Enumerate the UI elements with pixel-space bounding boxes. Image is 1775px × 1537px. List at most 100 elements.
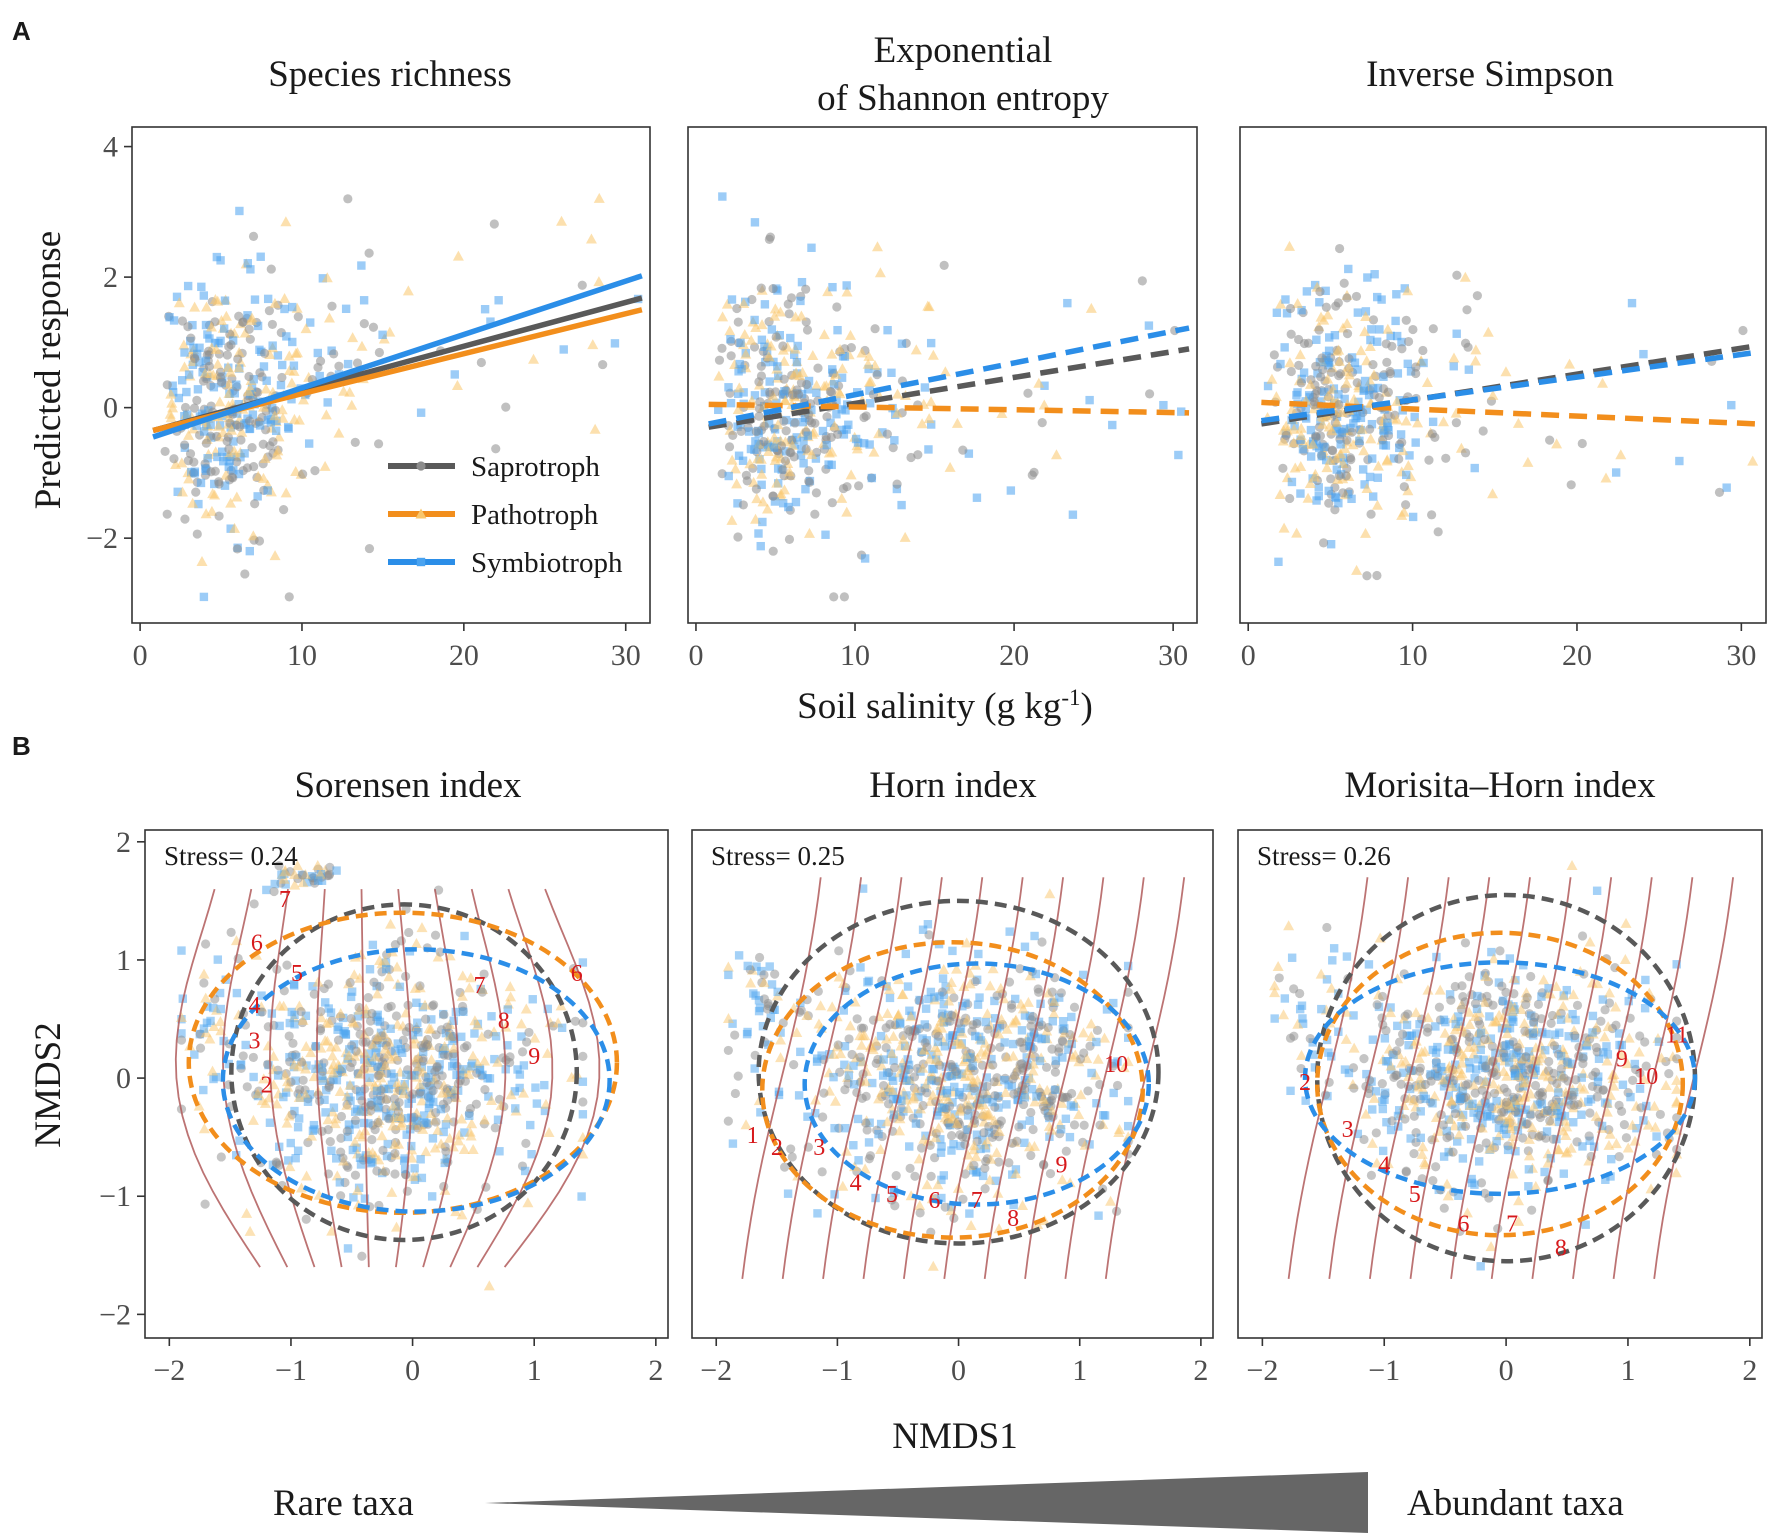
data-point-b1 xyxy=(342,1126,352,1136)
data-point-a1 xyxy=(236,426,248,437)
data-point-b1 xyxy=(274,861,284,871)
x-axis-label-a-end: ) xyxy=(1081,686,1093,727)
data-point-a1 xyxy=(216,336,225,346)
data-point-b3 xyxy=(1274,973,1284,983)
data-point-a2 xyxy=(1063,298,1072,308)
data-point-a2 xyxy=(738,297,750,308)
data-point-b3 xyxy=(1415,1020,1424,1029)
panel-frame-a2 xyxy=(687,126,1198,624)
data-point-b1 xyxy=(365,1016,376,1026)
fit-line-pathotroph xyxy=(708,401,1190,416)
data-point-b3 xyxy=(1416,1148,1428,1159)
data-point-a1 xyxy=(215,367,226,377)
data-point-b1 xyxy=(479,1114,491,1125)
data-point-b3 xyxy=(1664,1069,1674,1079)
data-point-b2 xyxy=(918,925,928,934)
data-point-b2 xyxy=(977,1060,987,1070)
data-point-b3 xyxy=(1286,1086,1295,1096)
data-point-b2 xyxy=(1027,1065,1039,1076)
data-point-a3 xyxy=(1402,460,1414,471)
data-point-b2 xyxy=(1102,1005,1112,1014)
data-point-a3 xyxy=(1368,359,1378,370)
data-point-b2 xyxy=(871,1058,881,1069)
data-point-b2 xyxy=(920,1078,932,1089)
data-point-a3 xyxy=(1318,538,1329,548)
data-point-a2 xyxy=(786,439,798,450)
data-point-b2 xyxy=(1015,1059,1025,1070)
data-point-a2 xyxy=(859,412,869,423)
data-point-a1 xyxy=(593,276,605,287)
data-point-a1 xyxy=(359,319,369,329)
data-point-b2 xyxy=(1075,1054,1086,1064)
data-point-a1 xyxy=(226,524,235,533)
data-point-b2 xyxy=(938,1009,947,1018)
data-point-a1 xyxy=(272,416,281,426)
data-point-a1 xyxy=(165,412,177,423)
data-point-a3 xyxy=(1295,461,1307,472)
data-point-a1 xyxy=(180,514,190,524)
data-point-b1 xyxy=(465,1130,477,1141)
data-point-a2 xyxy=(964,449,974,458)
data-point-a3 xyxy=(1472,291,1482,301)
data-point-a2 xyxy=(742,476,752,486)
data-point-b1 xyxy=(284,1031,294,1041)
data-point-a1 xyxy=(402,285,414,296)
data-point-b2 xyxy=(728,1139,738,1148)
data-point-a2 xyxy=(834,343,846,354)
data-point-a3 xyxy=(1348,393,1360,404)
data-point-a3 xyxy=(1359,326,1371,337)
data-point-a1 xyxy=(204,406,213,415)
data-point-a2 xyxy=(770,425,780,434)
data-point-b2 xyxy=(976,1144,985,1154)
data-point-a3 xyxy=(1284,357,1296,368)
data-point-b2 xyxy=(989,1077,999,1087)
data-point-a2 xyxy=(736,338,745,348)
data-point-b3 xyxy=(1454,1191,1463,1200)
data-point-a2 xyxy=(748,476,760,487)
data-point-b2 xyxy=(911,1119,921,1128)
data-point-a1 xyxy=(206,420,215,429)
data-point-b1 xyxy=(442,1154,451,1163)
data-point-b3 xyxy=(1328,956,1337,965)
data-point-a1 xyxy=(257,472,269,483)
data-point-a3 xyxy=(1615,449,1627,460)
data-point-b3 xyxy=(1441,1178,1453,1189)
data-point-b2 xyxy=(1007,1050,1019,1061)
data-point-b1 xyxy=(511,1104,520,1113)
data-point-b3 xyxy=(1301,1096,1310,1105)
data-point-b1 xyxy=(281,880,290,889)
data-point-b3 xyxy=(1442,1076,1452,1085)
data-point-a2 xyxy=(1038,399,1050,410)
y-tick-label: −2 xyxy=(86,522,118,555)
data-point-b1 xyxy=(326,1008,336,1017)
data-point-b3 xyxy=(1626,1119,1638,1130)
data-point-a3 xyxy=(1405,451,1414,460)
data-point-b2 xyxy=(829,1072,838,1082)
data-point-b3 xyxy=(1523,1133,1535,1144)
ellipse-symbiotroph xyxy=(1302,960,1698,1197)
data-point-a3 xyxy=(1403,336,1414,347)
data-point-b1 xyxy=(453,1129,465,1140)
data-point-a1 xyxy=(231,491,243,502)
data-point-a1 xyxy=(279,292,291,303)
data-point-a1 xyxy=(298,469,308,479)
data-point-b3 xyxy=(1506,1005,1518,1016)
data-point-b3 xyxy=(1672,1113,1682,1123)
data-point-b2 xyxy=(1026,1107,1036,1118)
data-point-a2 xyxy=(790,311,802,322)
data-point-a3 xyxy=(1321,462,1333,473)
data-point-b1 xyxy=(336,1111,347,1122)
data-point-a3 xyxy=(1385,369,1395,379)
data-point-a2 xyxy=(822,440,831,450)
data-point-a3 xyxy=(1564,358,1576,369)
data-point-b2 xyxy=(1014,1122,1024,1132)
data-point-a2 xyxy=(829,592,839,602)
data-point-b1 xyxy=(364,1027,374,1037)
data-point-a3 xyxy=(1278,522,1290,533)
data-point-b3 xyxy=(1619,1119,1629,1130)
contour-label: 11 xyxy=(1665,1023,1688,1049)
data-point-a2 xyxy=(760,388,770,397)
data-point-a3 xyxy=(1411,362,1421,372)
data-point-b3 xyxy=(1371,1128,1381,1138)
data-point-a2 xyxy=(759,436,769,447)
